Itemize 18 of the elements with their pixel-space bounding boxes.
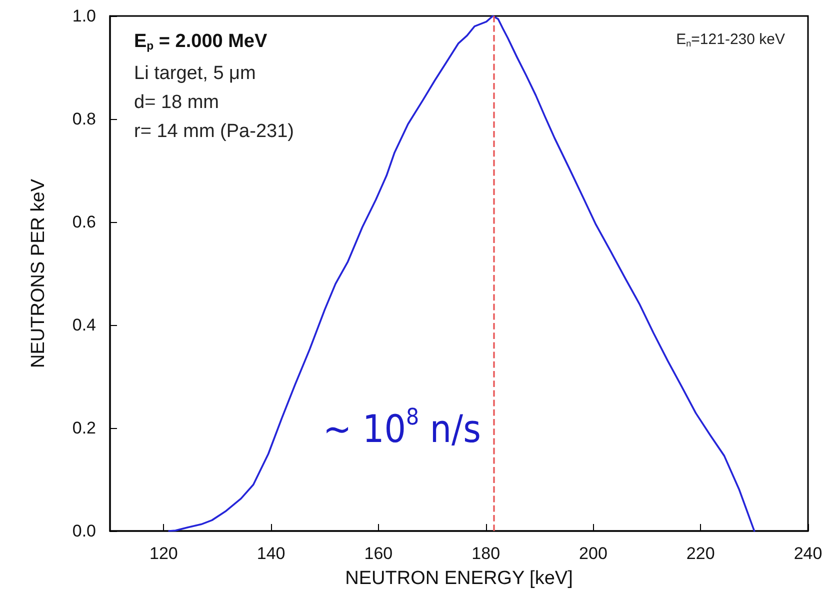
y-tick-label: 0.6 [72,212,96,232]
y-axis-title: NEUTRONS PER keV [28,178,49,368]
annotation: Li target, 5 μm [134,63,256,84]
x-tick-label: 180 [472,544,500,563]
y-tick-label: 0.0 [72,522,96,540]
x-axis-title: NEUTRON ENERGY [keV] [345,568,573,589]
y-tick-label: 1.0 [72,6,96,26]
y-tick-label: 0.8 [72,110,96,128]
y-tick-label: 0.2 [72,418,96,438]
x-tick-label: 220 [686,544,715,563]
x-tick-label: 240 [794,544,822,563]
y-tick-label: 0.4 [72,316,96,334]
x-tick-label: 140 [256,544,286,563]
x-tick-label: 160 [364,544,393,563]
annotation: r= 14 mm (Pa-231) [134,121,294,142]
annotation: d= 18 mm [134,92,220,113]
x-tick-label: 120 [150,544,178,563]
x-tick-label: 200 [579,544,608,563]
